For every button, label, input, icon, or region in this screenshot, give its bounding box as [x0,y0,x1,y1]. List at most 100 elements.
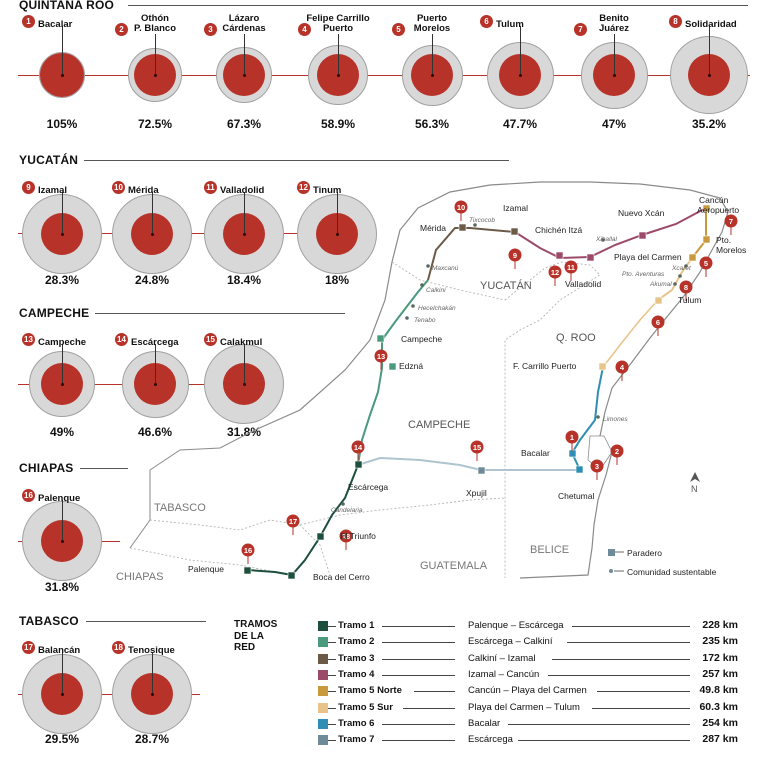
station-name: Mérida [128,185,159,196]
tramo-route: Izamal – Cancún [468,668,540,680]
tramo-length: 172 km [702,651,738,664]
map-pin-number: 18 [342,532,350,541]
stop-marker-palenque [243,566,252,575]
community-dot [678,274,682,278]
tramo-leader [328,707,336,709]
community-dot [411,304,415,308]
tramo-leader [381,626,455,627]
tramos-title: TRAMOS DE LA RED [234,619,278,653]
map-pin-badge [374,349,388,363]
tramo-route: Escárcega [468,734,513,746]
tramo-leader [328,740,336,742]
tramo-length: 287 km [702,733,738,746]
stop-marker-playa [688,253,697,262]
station-name: Balancán [38,645,81,656]
station-name: Palenque [38,493,81,504]
stop-label-xpujil: Xpujil [466,488,487,498]
map-pin-number: 3 [595,462,599,471]
map-pin-badge [699,256,713,270]
stop-marker-nuevo-xcan [638,231,647,240]
region-label-guatemala: GUATEMALA [420,560,488,572]
section-rule [80,468,128,469]
station-name: Lázaro Cárdenas [222,13,266,34]
stop-label-fcp: F. Carrillo Puerto [513,361,577,371]
station-name: Tenosique [128,645,175,656]
station-number-badge: 8 [669,15,682,28]
station-name: Othón P. Blanco [133,13,177,34]
section-title-campeche: CAMPECHE [19,306,90,320]
tramo-name: Tramo 6 [338,717,375,729]
stop-marker-tulum [654,296,663,305]
stop-marker-edzna [388,362,397,371]
label-leader-line [614,34,615,75]
tramo-color-swatch [318,669,328,680]
tramo-name: Tramo 5 Sur [338,701,393,713]
stop-label-pto-morelos-2: Morelos [716,245,746,255]
station-name: Tinum [313,185,342,196]
stop-label-cancun-2: Aeropuerto [697,205,739,215]
occupancy-percent: 67.3% [226,117,262,131]
stop-label-tulum: Tulum [678,295,701,305]
tramo-leader [552,658,690,660]
station-name: Tulum [496,19,524,30]
community-dot [596,415,600,419]
section-title-yucatan: YUCATÁN [19,153,79,167]
stop-label-merida: Mérida [420,223,446,233]
label-leader-line [152,652,153,694]
tramo-leader [328,658,336,660]
center-dot [519,74,522,77]
label-leader-line [244,34,245,75]
tramo-route: Cancún – Playa del Carmen [468,685,587,697]
occupancy-percent: 56.3% [414,117,450,131]
tramo-leader [381,674,455,676]
community-label-tenabo: Tenabo [414,317,436,324]
map-pin-badge [508,248,522,262]
southern-border [149,429,256,471]
tramo-3-line [427,227,516,281]
station-name: Calakmul [220,337,263,348]
label-leader-line [62,652,63,694]
community-dot [420,283,424,287]
station-number-badge: 7 [574,23,587,36]
station-name: Izamal [38,185,68,196]
station-number-badge: 12 [297,181,310,194]
row-axis-line [18,75,750,76]
community-label-tixcocob: Tixcocob [469,217,495,224]
community-label-candelaria: Candelaria [331,507,363,514]
label-leader-line [338,34,339,75]
community-dot [405,316,409,320]
label-leader-line [62,192,63,234]
label-leader-line [152,192,153,234]
tramo-5n-line [691,208,707,259]
stop-marker-xpujil [477,466,486,475]
section-title-tabasco: TABASCO [19,614,79,628]
occupancy-percent: 49% [49,425,75,439]
occupancy-percent: 72.5% [137,117,173,131]
section-title-quintana-roo: QUINTANA ROO [19,0,115,12]
center-dot [151,233,154,236]
map-pin-badge [339,529,353,543]
tramo-leader [572,626,690,627]
stop-label-boca: Boca del Cerro [313,572,370,582]
stop-marker-el-triunfo [316,532,325,541]
tramo-leader [508,723,690,725]
tramo-color-swatch [318,621,328,631]
station-number-badge: 9 [22,181,35,194]
section-rule [95,313,345,314]
stop-label-chetumal: Chetumal [558,491,594,501]
map-pin-badge [610,444,624,458]
tramo-4-line [514,207,707,260]
tramo-color-swatch [318,686,328,697]
map-pin-number: 10 [457,203,465,212]
occupancy-percent: 47.7% [502,117,538,131]
map-pin-badge [615,360,629,374]
state-border-yuc-qroo [504,261,601,578]
label-leader-line [244,192,245,234]
legend-comunidad-icon [609,569,613,573]
stop-label-campeche: Campeche [401,334,442,344]
occupancy-percent: 35.2% [691,117,727,131]
center-dot [243,74,246,77]
map-pin-number: 17 [289,517,297,526]
tramo-route: Bacalar [468,717,501,729]
map-pin-number: 2 [615,447,619,456]
